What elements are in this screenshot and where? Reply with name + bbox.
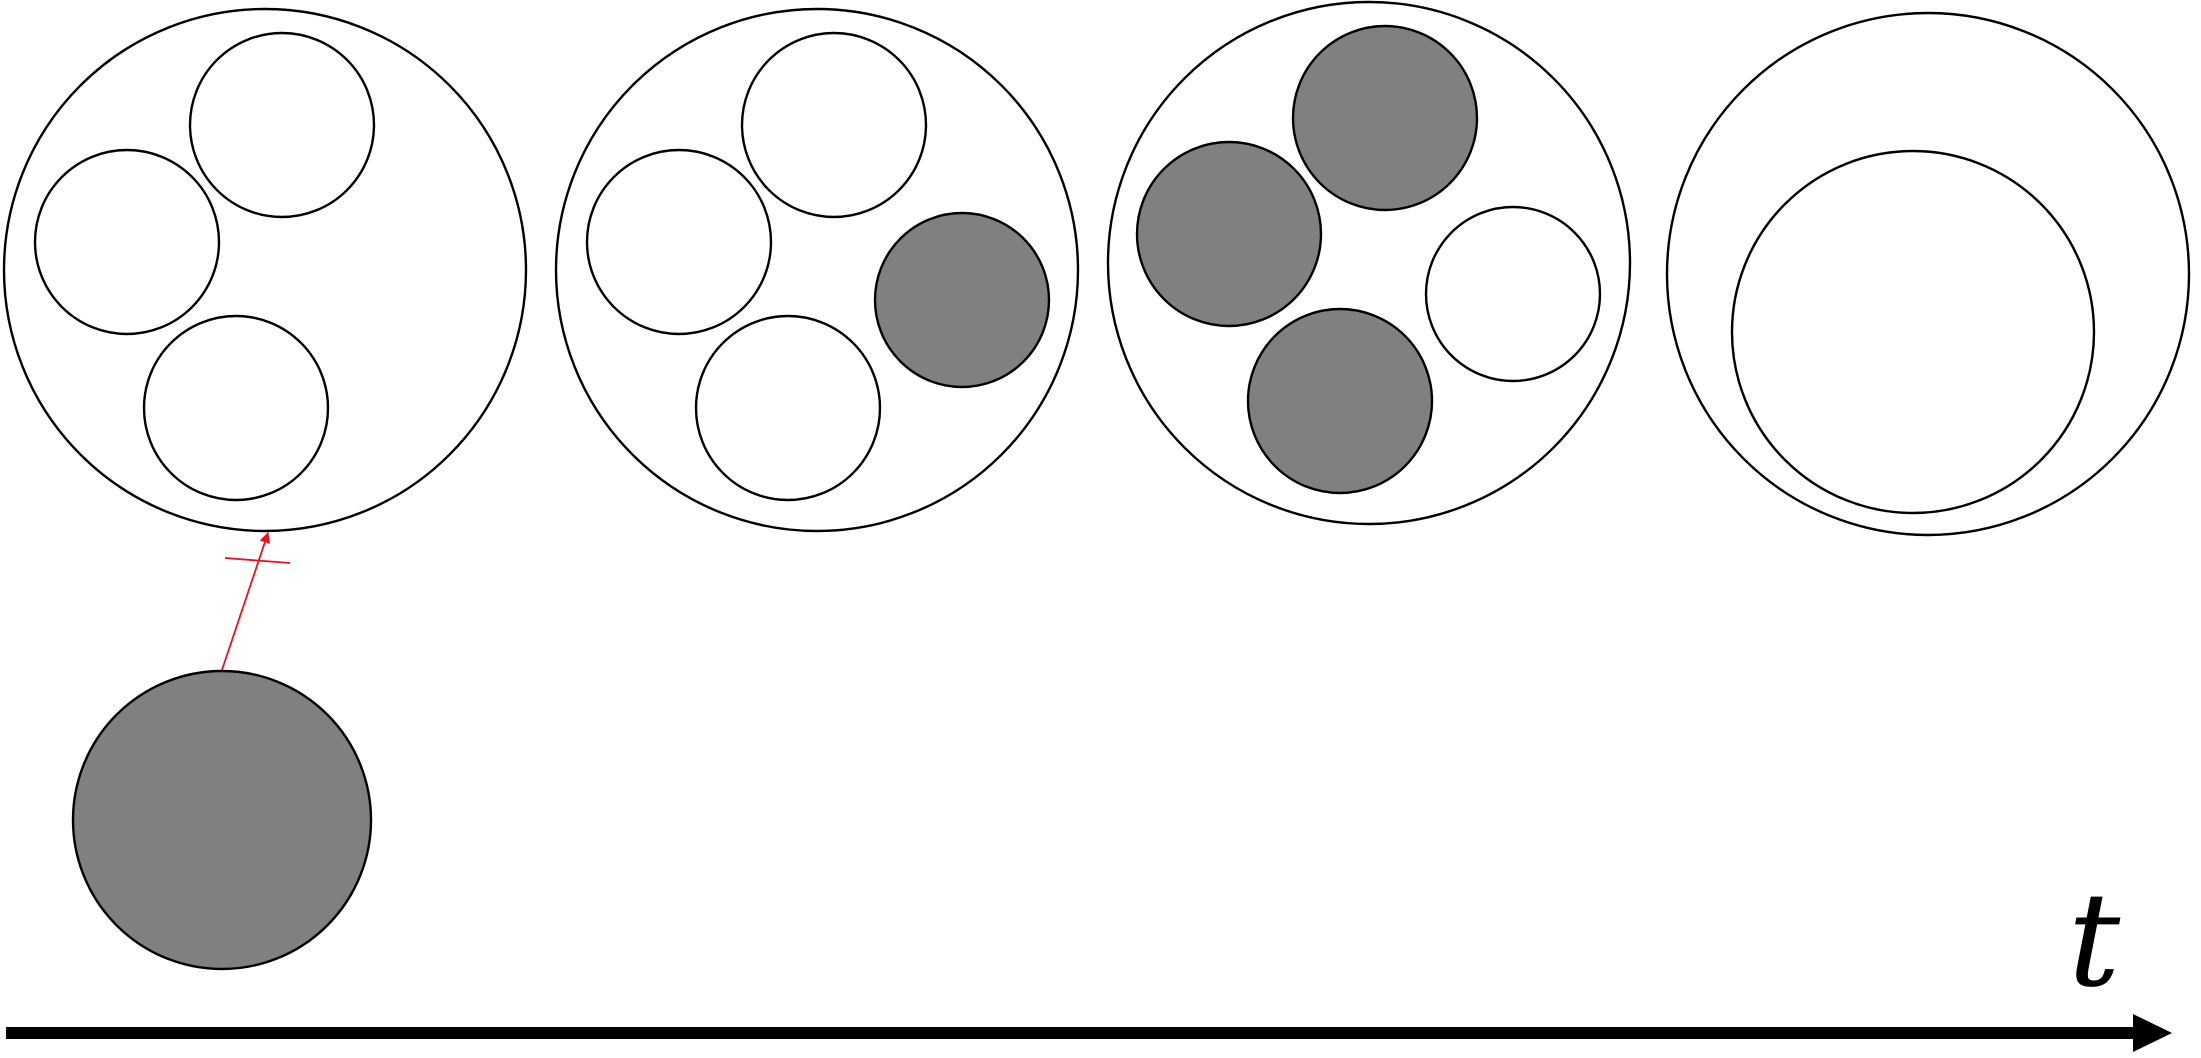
time-axis-label: t — [2068, 864, 2121, 1016]
stage-1 — [2, 7, 528, 533]
time-axis: t — [6, 864, 2172, 1052]
external-agent — [71, 531, 373, 971]
stage-3-outer-cell — [1106, 0, 1632, 526]
stage-3-inner-cell-2 — [1135, 140, 1323, 328]
stage-3-inner-cell-3 — [1246, 307, 1434, 495]
stage-1-outer-cell — [2, 7, 528, 533]
stage-2 — [554, 7, 1080, 533]
stage-4 — [1665, 11, 2191, 537]
blocked-entry-arrow — [221, 531, 271, 671]
stage-2-outer-cell — [554, 7, 1080, 533]
stage-4-inner-cell-1 — [1730, 149, 2096, 515]
stage-1-inner-cell-3 — [142, 314, 330, 502]
stage-1-inner-cell-2 — [33, 148, 221, 336]
external-agent-cell — [71, 669, 373, 971]
stage-2-inner-cell-4 — [873, 211, 1051, 389]
stage-3-inner-cell-4 — [1424, 205, 1602, 383]
stage-3-inner-cell-1 — [1291, 24, 1479, 212]
stage-2-inner-cell-1 — [740, 31, 928, 219]
stage-1-inner-cell-1 — [188, 31, 376, 219]
time-axis-arrowhead — [2133, 1014, 2172, 1052]
stage-2-inner-cell-3 — [694, 314, 882, 502]
block-bar — [224, 557, 291, 564]
stage-3 — [1106, 0, 1632, 526]
stage-2-inner-cell-2 — [585, 148, 773, 336]
